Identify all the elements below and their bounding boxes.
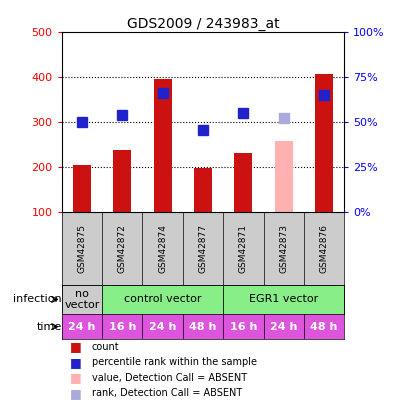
Text: 48 h: 48 h xyxy=(189,322,217,332)
Text: GSM42871: GSM42871 xyxy=(239,224,248,273)
Text: ■: ■ xyxy=(70,387,82,400)
Text: GSM42872: GSM42872 xyxy=(118,224,127,273)
Bar xyxy=(102,285,223,314)
Text: GSM42874: GSM42874 xyxy=(158,224,167,273)
Text: GSM42873: GSM42873 xyxy=(279,224,288,273)
Text: ■: ■ xyxy=(70,341,82,354)
Bar xyxy=(315,74,333,212)
Text: GSM42877: GSM42877 xyxy=(199,224,207,273)
Text: percentile rank within the sample: percentile rank within the sample xyxy=(92,357,257,367)
Text: count: count xyxy=(92,342,119,352)
Text: 24 h: 24 h xyxy=(149,322,176,332)
Text: value, Detection Call = ABSENT: value, Detection Call = ABSENT xyxy=(92,373,247,383)
Text: time: time xyxy=(37,322,62,332)
Text: EGR1 vector: EGR1 vector xyxy=(249,294,318,305)
Bar xyxy=(62,285,102,314)
Text: 16 h: 16 h xyxy=(109,322,136,332)
Text: ■: ■ xyxy=(70,371,82,384)
Text: control vector: control vector xyxy=(124,294,201,305)
Text: 24 h: 24 h xyxy=(68,322,96,332)
Bar xyxy=(194,168,212,212)
Title: GDS2009 / 243983_at: GDS2009 / 243983_at xyxy=(127,17,279,31)
Bar xyxy=(113,150,131,212)
Text: GSM42876: GSM42876 xyxy=(320,224,329,273)
Bar xyxy=(234,153,252,212)
Text: rank, Detection Call = ABSENT: rank, Detection Call = ABSENT xyxy=(92,388,242,398)
Text: infection: infection xyxy=(13,294,62,305)
Text: 16 h: 16 h xyxy=(230,322,257,332)
Bar xyxy=(223,285,344,314)
Text: no
vector: no vector xyxy=(64,289,100,310)
Text: 24 h: 24 h xyxy=(270,322,297,332)
Text: 48 h: 48 h xyxy=(310,322,338,332)
Text: GSM42875: GSM42875 xyxy=(77,224,86,273)
Bar xyxy=(275,141,293,212)
Bar xyxy=(154,79,172,212)
Text: ■: ■ xyxy=(70,356,82,369)
Bar xyxy=(73,165,91,212)
